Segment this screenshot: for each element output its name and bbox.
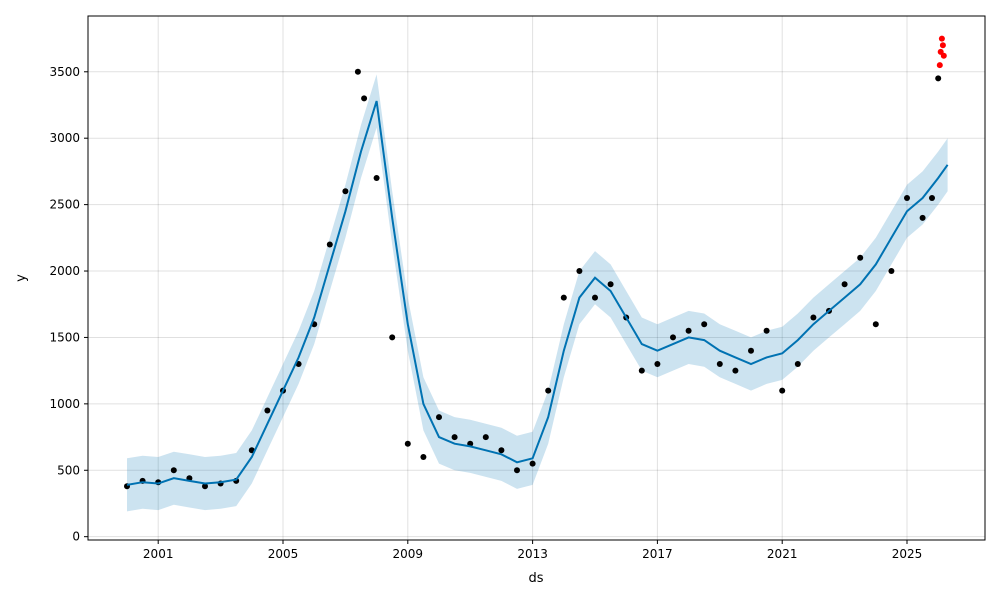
observed-point	[576, 268, 583, 274]
x-tick-label: 2025	[892, 547, 923, 561]
observed-point	[404, 440, 411, 447]
observed-point	[498, 447, 505, 454]
x-tick-label: 2009	[393, 547, 424, 561]
observed-point	[794, 361, 801, 367]
observed-point	[592, 294, 598, 301]
observed-point	[482, 434, 489, 441]
observed-point	[872, 321, 879, 328]
observed-point	[264, 407, 271, 414]
observed-point	[560, 294, 567, 301]
observed-point	[841, 281, 848, 288]
x-axis-label: ds	[528, 571, 543, 586]
grid	[88, 16, 985, 540]
observed-point	[326, 241, 333, 248]
forecast-line-group	[126, 100, 949, 486]
observed-point	[389, 334, 396, 341]
observed-point	[529, 460, 536, 467]
holdout-point	[940, 52, 947, 59]
uncertainty-band	[127, 74, 948, 512]
observed-point	[732, 367, 739, 374]
y-tick-label: 2500	[49, 198, 80, 212]
observed-points	[124, 68, 942, 490]
y-tick-label: 1000	[49, 397, 80, 411]
observed-point	[888, 268, 895, 274]
x-tick-label: 2021	[767, 547, 798, 561]
observed-point	[373, 175, 380, 181]
x-tick-label: 2013	[517, 547, 548, 561]
observed-point	[904, 195, 910, 201]
holdout-point	[938, 35, 945, 42]
holdout-point	[939, 42, 946, 49]
uncertainty-interval	[127, 74, 948, 512]
observed-point	[919, 214, 926, 221]
observed-point	[779, 387, 786, 394]
y-tick-label: 0	[72, 530, 80, 544]
observed-point	[935, 75, 942, 82]
observed-point	[514, 467, 520, 474]
observed-point	[451, 434, 458, 441]
axis-ticks: 2001 2005 2009 2013 2017 2021 2025 0 500 1000 1500…	[49, 65, 922, 561]
holdout-points	[936, 35, 947, 69]
observed-point	[354, 68, 361, 75]
observed-point	[638, 367, 645, 374]
x-tick-label: 2001	[143, 547, 174, 561]
observed-point	[929, 195, 935, 201]
observed-point	[545, 387, 552, 394]
observed-point	[857, 254, 864, 261]
observed-point	[685, 327, 692, 334]
observed-point	[607, 281, 614, 288]
x-tick-label: 2017	[642, 547, 673, 561]
observed-point	[436, 414, 442, 421]
y-tick-label: 1500	[49, 330, 80, 344]
observed-point	[170, 467, 177, 474]
observed-point	[342, 188, 349, 195]
observed-point	[701, 321, 708, 328]
y-axis-label: y	[14, 274, 29, 282]
observed-point	[420, 454, 427, 460]
plot-frame	[87, 15, 986, 541]
forecast-line	[126, 100, 949, 486]
observed-point	[361, 95, 368, 102]
observed-point	[654, 361, 661, 367]
observed-point	[670, 334, 676, 341]
observed-point	[810, 314, 817, 321]
observed-point	[202, 483, 208, 490]
y-tick-label: 500	[57, 463, 80, 477]
observed-point	[763, 327, 770, 334]
observed-point	[748, 347, 754, 354]
observed-point	[716, 361, 723, 367]
holdout-point	[936, 62, 943, 69]
y-tick-label: 3500	[49, 65, 80, 79]
x-tick-label: 2005	[268, 547, 299, 561]
y-tick-label: 2000	[49, 264, 80, 278]
y-tick-label: 3000	[49, 131, 80, 145]
